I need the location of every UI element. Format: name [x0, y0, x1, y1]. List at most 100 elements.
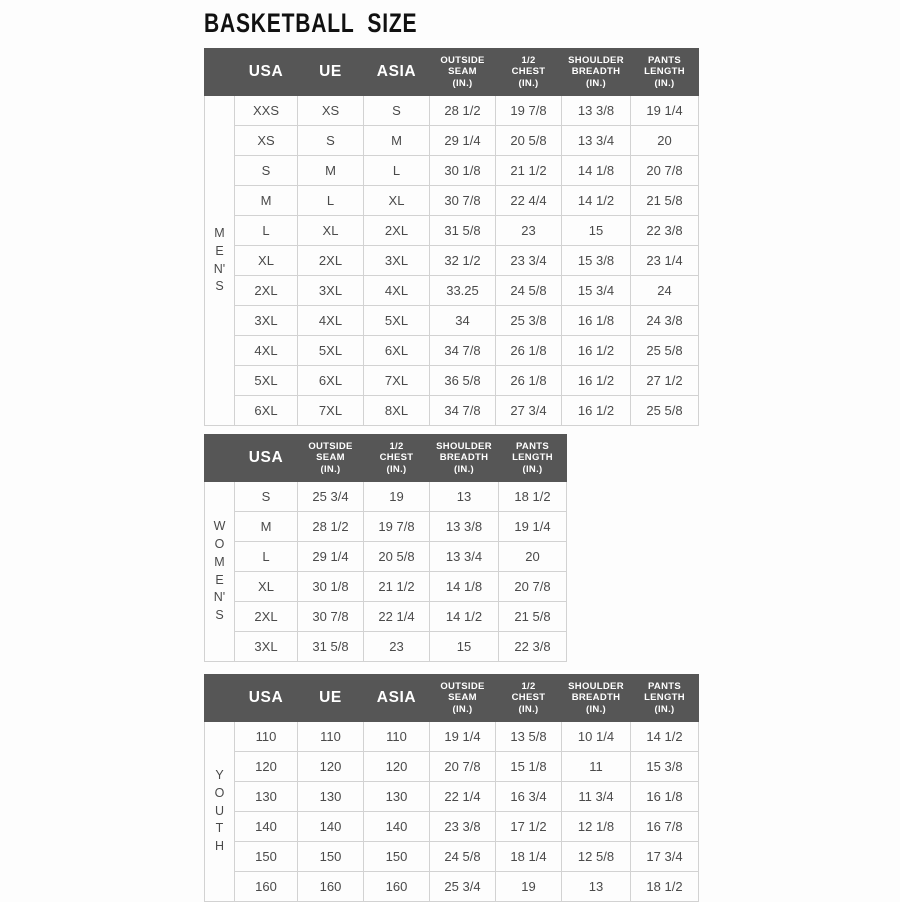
table-cell: 3XL	[234, 305, 298, 336]
table-row: 130 130 130 22 1/4 16 3/4 11 3/4 16 1/8	[205, 781, 699, 812]
table-cell: 34	[429, 305, 496, 336]
table-cell: 33.25	[429, 275, 496, 306]
table-cell: 11 3/4	[561, 781, 631, 812]
column-header: 1/2 CHEST (IN.)	[495, 674, 562, 722]
table-cell: 7XL	[363, 365, 430, 396]
table-cell: 31 5/8	[297, 631, 364, 662]
table-cell: 24	[630, 275, 699, 306]
table-cell: 21 5/8	[498, 601, 567, 632]
table-cell: 150	[363, 841, 430, 872]
table-cell: XS	[234, 125, 298, 156]
table-cell: 13 5/8	[495, 721, 562, 752]
table-cell: XXS	[234, 95, 298, 126]
table-header-mens: USA UE ASIA OUTSIDE SEAM (IN.) 1/2 CHEST (IN.) SH…	[204, 48, 699, 96]
table-cell: M	[297, 155, 364, 186]
table-cell: 8XL	[363, 395, 430, 426]
table-header-womens: USA OUTSIDE SEAM (IN.) 1/2 CHEST (IN.) SHOULDER…	[204, 434, 567, 482]
table-cell: 32 1/2	[429, 245, 496, 276]
table-cell: 13	[429, 481, 499, 512]
table-cell: 120	[297, 751, 364, 782]
column-header: OUTSIDE SEAM (IN.)	[429, 48, 496, 96]
table-cell: 10 1/4	[561, 721, 631, 752]
table-cell: 15 3/4	[561, 275, 631, 306]
table-cell: 15	[429, 631, 499, 662]
table-cell: 5XL	[363, 305, 430, 336]
table-cell: 20 5/8	[495, 125, 562, 156]
table-cell: 19 7/8	[363, 511, 430, 542]
table-cell: 140	[363, 811, 430, 842]
table-cell: 26 1/8	[495, 335, 562, 366]
table-cell: 4XL	[363, 275, 430, 306]
table-cell: 3XL	[297, 275, 364, 306]
column-header: USA	[234, 674, 298, 722]
table-cell: 16 1/2	[561, 395, 631, 426]
column-header: UE	[297, 48, 364, 96]
table-cell: 29 1/4	[429, 125, 496, 156]
size-table-womens: USA OUTSIDE SEAM (IN.) 1/2 CHEST (IN.) SHOULDER…	[204, 434, 567, 662]
table-cell: L	[234, 215, 298, 246]
table-cell: XL	[234, 571, 298, 602]
table-cell: 27 3/4	[495, 395, 562, 426]
table-cell: 30 1/8	[297, 571, 364, 602]
table-row: 3XL 4XL 5XL 34 25 3/8 16 1/8 24 3/8	[205, 305, 699, 336]
group-label-text: M E N' S	[213, 226, 226, 294]
table-cell: 22 3/8	[630, 215, 699, 246]
table-cell: 23	[495, 215, 562, 246]
table-cell: 6XL	[363, 335, 430, 366]
table-row: M L XL 30 7/8 22 4/4 14 1/2 21 5/8	[205, 185, 699, 216]
table-cell: S	[297, 125, 364, 156]
table-row: 3XL 31 5/8 23 15 22 3/8	[205, 631, 567, 662]
table-cell: 4XL	[297, 305, 364, 336]
table-cell: 12 1/8	[561, 811, 631, 842]
table-cell: 120	[234, 751, 298, 782]
table-cell: 14 1/2	[630, 721, 699, 752]
table-cell: 19	[495, 871, 562, 902]
table-cell: 14 1/8	[561, 155, 631, 186]
table-cell: 25 3/8	[495, 305, 562, 336]
table-cell: 160	[234, 871, 298, 902]
table-cell: 150	[297, 841, 364, 872]
column-header: 1/2 CHEST (IN.)	[363, 434, 430, 482]
table-row: M 28 1/2 19 7/8 13 3/8 19 1/4	[205, 511, 567, 542]
table-row: 2XL 3XL 4XL 33.25 24 5/8 15 3/4 24	[205, 275, 699, 306]
table-cell: 19 7/8	[495, 95, 562, 126]
table-row: M E N' S XXS XS S 28 1/2 19 7/8 13 3/8 19 1/4	[204, 95, 699, 426]
table-cell: 20	[630, 125, 699, 156]
table-cell: 21 1/2	[363, 571, 430, 602]
column-header: UE	[297, 674, 364, 722]
table-cell: 5XL	[297, 335, 364, 366]
table-body-womens: W O M E N' S S 25 3/4 19 13 18 1/2 M 28 1/2 19 7/8 13 …	[204, 481, 567, 662]
table-cell: 13	[561, 871, 631, 902]
table-cell: 110	[297, 721, 364, 752]
table-row: XS S M 29 1/4 20 5/8 13 3/4 20	[205, 125, 699, 156]
table-cell: 22 1/4	[429, 781, 496, 812]
table-cell: XL	[363, 185, 430, 216]
table-cell: 110	[234, 721, 298, 752]
table-cell: 19	[363, 481, 430, 512]
table-cell: XL	[297, 215, 364, 246]
table-cell: 25 3/4	[429, 871, 496, 902]
table-row: Y O U T H 110 110 110 19 1/4 13 5/8 10 1/4 14 1/2	[204, 721, 699, 902]
table-cell: 20	[498, 541, 567, 572]
table-cell: 22 3/8	[498, 631, 567, 662]
table-row: 4XL 5XL 6XL 34 7/8 26 1/8 16 1/2 25 5/8	[205, 335, 699, 366]
table-cell: 20 7/8	[429, 751, 496, 782]
table-cell: 30 7/8	[297, 601, 364, 632]
table-cell: 23 3/4	[495, 245, 562, 276]
table-cell: 20 5/8	[363, 541, 430, 572]
column-header: PANTS LENGTH (IN.)	[630, 674, 699, 722]
table-cell: S	[234, 481, 298, 512]
table-row: L XL 2XL 31 5/8 23 15 22 3/8	[205, 215, 699, 246]
table-cell: 11	[561, 751, 631, 782]
table-row: 120 120 120 20 7/8 15 1/8 11 15 3/8	[205, 751, 699, 782]
table-cell: 19 1/4	[630, 95, 699, 126]
table-cell: 28 1/2	[429, 95, 496, 126]
column-header: ASIA	[363, 674, 430, 722]
table-row: W O M E N' S S 25 3/4 19 13 18 1/2	[204, 481, 567, 662]
table-cell: 17 1/2	[495, 811, 562, 842]
table-cell: 16 7/8	[630, 811, 699, 842]
header-spacer-mens	[204, 48, 235, 96]
table-cell: 22 4/4	[495, 185, 562, 216]
table-cell: 15 3/8	[561, 245, 631, 276]
table-cell: 23	[363, 631, 430, 662]
